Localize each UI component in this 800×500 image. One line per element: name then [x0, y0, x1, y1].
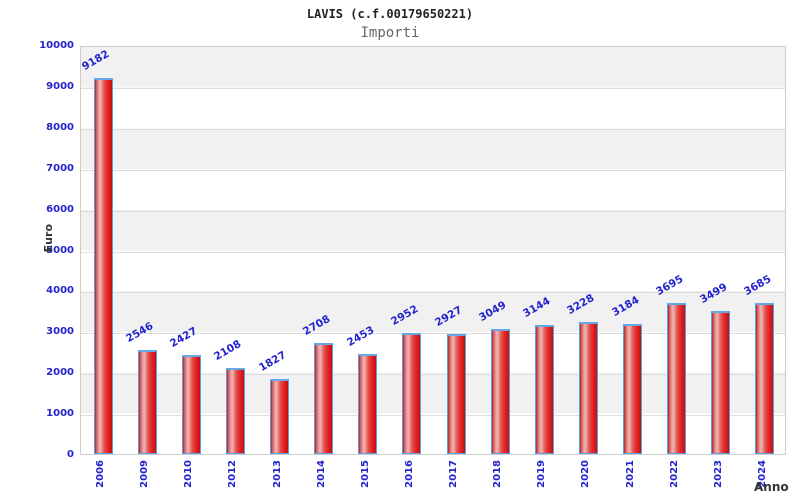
bar-2009 [137, 349, 157, 454]
x-tick-label: 2023 [712, 460, 724, 488]
x-tick-label: 2014 [315, 460, 327, 488]
x-tick-label: 2019 [536, 460, 548, 488]
x-tick-label: 2016 [403, 460, 415, 488]
x-tick-label: 2020 [580, 460, 592, 488]
y-axis-title: Euro [42, 224, 55, 253]
gridline [81, 292, 785, 294]
y-tick-label: 7000 [46, 162, 74, 174]
x-tick-label: 2010 [183, 460, 195, 488]
gridline [81, 374, 785, 376]
y-axis: 10000 9000 8000 7000 6000 5000 4000 3000 2000 100… [0, 0, 74, 500]
gridline [81, 128, 785, 130]
chart-subtitle: Importi [360, 25, 420, 41]
gridline [81, 169, 785, 171]
y-tick-label: 6000 [46, 203, 74, 215]
plot-area: 9182 2546 2427 2108 1827 2708 2453 2952 2927 3049… [80, 46, 786, 455]
bar-2010 [181, 354, 201, 454]
gridline [81, 87, 785, 89]
y-tick-label: 5000 [46, 244, 74, 256]
bar-2018 [490, 329, 510, 454]
gridline [81, 333, 785, 335]
x-tick-label: 2018 [492, 460, 504, 488]
gridline [81, 251, 785, 253]
x-tick-label: 2012 [227, 460, 239, 488]
x-tick-label: 2013 [271, 460, 283, 488]
bar-2023 [711, 310, 731, 454]
y-tick-label: 10000 [39, 40, 74, 51]
y-tick-label: 8000 [46, 121, 74, 133]
bar-2006 [93, 78, 113, 454]
bar-2021 [623, 323, 643, 454]
y-tick-label: 4000 [46, 285, 74, 297]
bar-2014 [314, 343, 334, 454]
bar-2012 [225, 367, 245, 454]
x-tick-label: 2009 [139, 460, 151, 488]
y-tick-label: 3000 [46, 326, 74, 338]
bar-2016 [402, 333, 422, 454]
x-tick-label: 2017 [448, 460, 460, 488]
chart-title: LAVIS (c.f.00179650221) [306, 7, 474, 21]
y-tick-label: 2000 [46, 367, 74, 379]
x-tick-label: 2021 [624, 460, 636, 488]
bar-2020 [578, 321, 598, 454]
y-tick-label: 1000 [46, 408, 74, 420]
gridline [81, 210, 785, 212]
bar-2019 [534, 325, 554, 454]
bar-2022 [667, 302, 687, 454]
y-tick-label: 9000 [46, 80, 74, 92]
x-tick-label: 2022 [668, 460, 680, 488]
bar-2013 [270, 379, 290, 454]
x-tick-label: 2006 [95, 460, 107, 488]
x-tick-label: 2015 [359, 460, 371, 488]
bar-2017 [446, 334, 466, 454]
x-axis-title: Anno [754, 480, 789, 494]
bar-2015 [358, 353, 378, 454]
y-tick-label: 0 [67, 449, 74, 460]
gridline [81, 415, 785, 417]
bar-2024 [755, 303, 775, 454]
chart-header: LAVIS (c.f.00179650221) Importi [0, 0, 780, 41]
